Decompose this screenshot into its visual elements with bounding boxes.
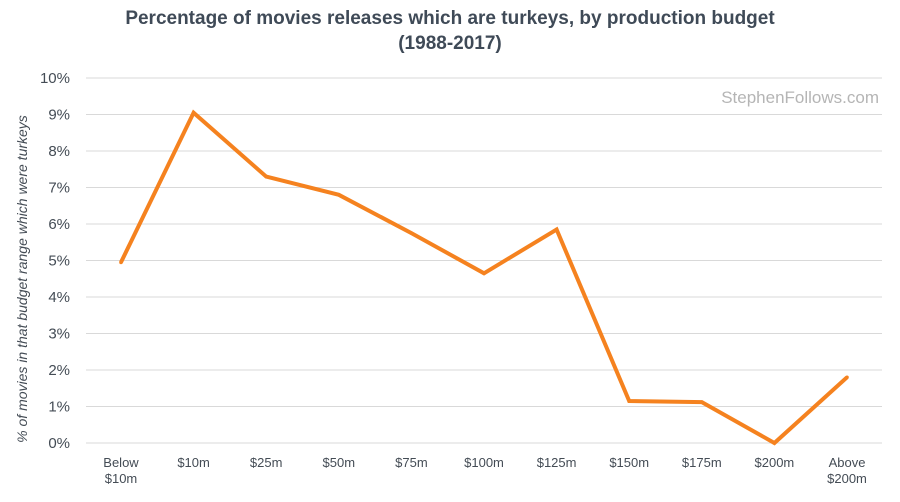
x-tick-label: $200m: [755, 455, 795, 470]
series-line: [119, 109, 849, 446]
x-tick-label: Below $10m: [103, 455, 139, 486]
chart-subtitle-text: (1988-2017): [398, 33, 502, 54]
x-tick-label: $25m: [250, 455, 283, 470]
data-point: [627, 399, 631, 403]
y-tick-label: 10%: [40, 70, 70, 87]
data-point: [119, 260, 123, 265]
y-tick-label: 7%: [48, 180, 70, 197]
data-point: [264, 174, 269, 179]
x-tick-label: $75m: [395, 455, 428, 470]
y-tick-label: 5%: [48, 253, 70, 270]
data-point: [700, 400, 704, 404]
x-tick-label: $100m: [464, 455, 504, 470]
data-point: [845, 375, 849, 380]
y-axis-ticks: 0% 1% 2% 3% 4% 5% 6% 7% 8% 9% 10%: [40, 70, 70, 452]
y-tick-label: 0%: [48, 435, 70, 452]
y-tick-label: 1%: [48, 399, 70, 416]
data-point: [554, 227, 559, 232]
data-point: [191, 110, 196, 115]
y-tick-label: 4%: [48, 289, 70, 306]
y-tick-label: 9%: [48, 107, 70, 124]
data-point: [482, 271, 486, 276]
x-tick-label: Above $200m: [827, 455, 867, 486]
chart-title-text: Percentage of movies releases which are …: [125, 8, 775, 29]
x-tick-label: $50m: [323, 455, 356, 470]
data-point: [337, 193, 341, 197]
y-tick-label: 8%: [48, 143, 70, 160]
chart-title: Percentage of movies releases which are …: [0, 6, 900, 56]
gridlines: [86, 77, 882, 444]
watermark: StephenFollows.com: [721, 88, 879, 107]
x-axis-ticks: Below $10m $10m $25m $50m $75m $100m $125m $150m…: [103, 455, 867, 486]
y-tick-label: 2%: [48, 362, 70, 379]
series-line-group: [119, 109, 849, 446]
y-axis-title: % of movies in that budget range which w…: [14, 115, 30, 443]
data-point: [409, 231, 414, 235]
x-tick-label: $125m: [537, 455, 577, 470]
data-point: [772, 441, 777, 445]
x-tick-label: $150m: [609, 455, 649, 470]
y-tick-label: 3%: [48, 326, 70, 343]
x-tick-label: $175m: [682, 455, 722, 470]
x-tick-label: $10m: [177, 455, 210, 470]
y-tick-label: 6%: [48, 216, 70, 233]
